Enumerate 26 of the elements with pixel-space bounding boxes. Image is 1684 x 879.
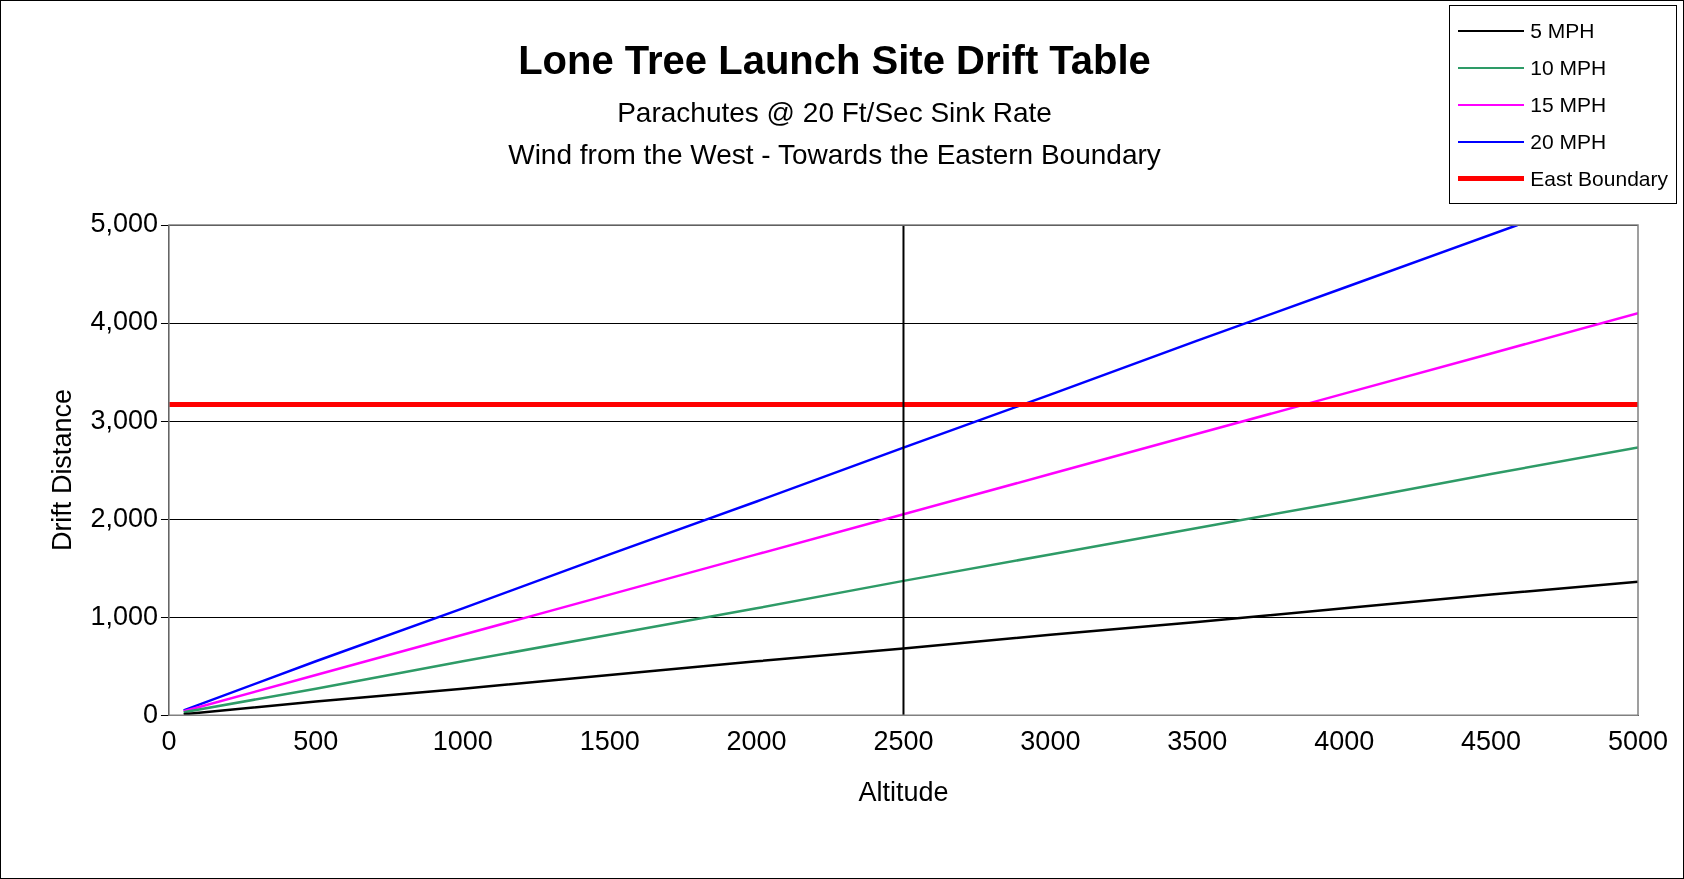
y-tick-label: 1,000	[90, 600, 158, 631]
y-tick-label: 0	[142, 698, 158, 729]
x-tick-label: 4500	[1461, 725, 1522, 756]
y-tick-label: 4,000	[90, 306, 158, 337]
legend-label: 10 MPH	[1530, 55, 1607, 80]
y-tick-label: 2,000	[90, 502, 158, 533]
x-tick-label: 0	[161, 725, 177, 756]
legend-label: 15 MPH	[1530, 92, 1607, 117]
x-tick-label: 3000	[1020, 725, 1081, 756]
y-tick-label: 3,000	[90, 404, 158, 435]
x-tick-label: 3500	[1167, 725, 1228, 756]
x-tick-label: 2500	[873, 725, 934, 756]
x-tick-label: 1000	[432, 725, 493, 756]
x-tick-label: 500	[293, 725, 339, 756]
chart-title: Lone Tree Launch Site Drift Table	[518, 38, 1151, 83]
legend-label: 5 MPH	[1530, 18, 1595, 43]
legend-label: 20 MPH	[1530, 129, 1607, 154]
chart-subtitle: Parachutes @ 20 Ft/Sec Sink Rate Wind from the West - Towards the Eastern Boundary	[508, 96, 1161, 170]
x-tick-label: 4000	[1314, 725, 1375, 756]
x-tick-label: 1500	[579, 725, 640, 756]
x-axis-title: Altitude	[858, 777, 949, 808]
x-tick-label: 2000	[726, 725, 787, 756]
y-axis-title: Drift Distance	[46, 389, 77, 552]
y-tick-label: 5,000	[90, 208, 158, 239]
legend-label: East Boundary	[1530, 166, 1668, 191]
x-tick-label: 5000	[1607, 725, 1669, 756]
